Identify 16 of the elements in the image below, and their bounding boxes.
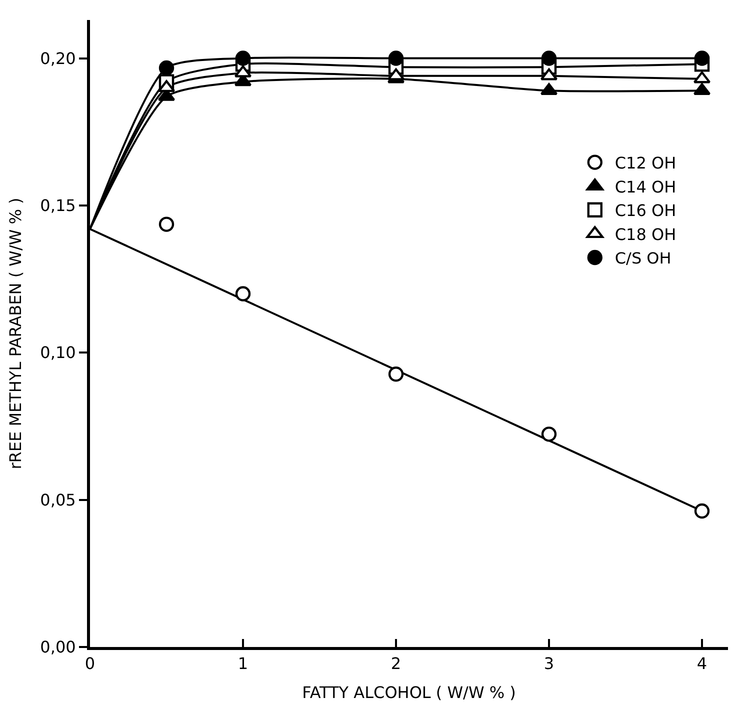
y-tick-label: 0,20 [40, 48, 76, 68]
legend-label: C16 OH [614, 201, 676, 220]
x-tick-label: 0 [84, 654, 96, 674]
legend-label: C18 OH [614, 224, 676, 244]
y-axis-title: rREE METHYL PARABEN ( W/W % ) [6, 198, 26, 470]
legend-label: C14 OH [614, 177, 676, 196]
y-tick-label: 0,10 [40, 343, 76, 362]
y-tick-label: 0,00 [40, 638, 76, 657]
y-tick-label: 0,15 [40, 196, 76, 216]
x-tick-label: 1 [238, 654, 248, 674]
y-tick-label: 0,05 [40, 490, 76, 510]
x-axis-title: FATTY ALCOHOL ( W/W % ) [302, 682, 516, 702]
legend-label: C12 OH [614, 154, 676, 173]
x-tick-label: 4 [696, 654, 708, 674]
x-tick-label: 2 [390, 654, 402, 674]
x-tick-label: 3 [544, 654, 554, 674]
